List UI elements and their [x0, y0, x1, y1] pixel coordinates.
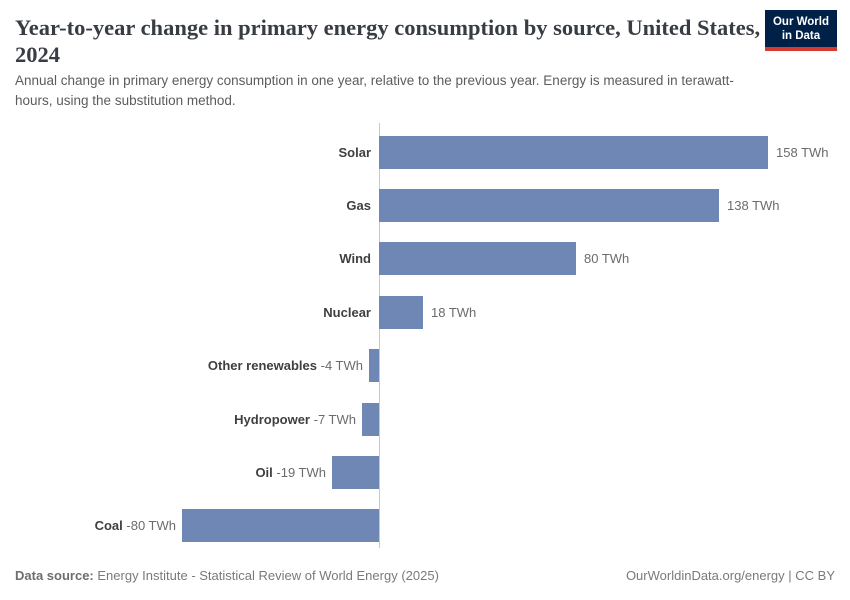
owid-url-link[interactable]: OurWorldinData.org/energy | CC BY: [625, 568, 835, 583]
bar-row: Wind 80 TWh: [0, 242, 850, 276]
bar-gas: [379, 188, 719, 222]
data-source-text: Energy Institute - Statistical Review of…: [97, 568, 439, 583]
category-and-value-label: Hydropower -7 TWh: [234, 403, 356, 436]
chart-subtitle: Annual change in primary energy consumpt…: [15, 73, 734, 108]
category-and-value-label: Oil -19 TWh: [255, 456, 326, 489]
bar-row: Hydropower -7 TWh: [0, 402, 850, 436]
bar-wind: [379, 242, 576, 276]
category-label: Hydropower: [234, 411, 314, 427]
value-label: -7 TWh: [313, 411, 356, 427]
chart-title: Year-to-year change in primary energy co…: [15, 15, 761, 67]
bar-row: Coal -80 TWh: [0, 509, 850, 543]
category-label: Wind: [339, 251, 371, 267]
owid-logo[interactable]: Our World in Data: [764, 10, 837, 51]
bar-row: Other renewables -4 TWh: [0, 349, 850, 383]
bar-row: Gas 138 TWh: [0, 188, 850, 222]
bar-hydropower: [362, 402, 379, 436]
category-label: Gas: [346, 197, 371, 213]
data-source-label: Data source:: [15, 568, 94, 583]
bar-solar: [379, 135, 768, 169]
bar-row: Nuclear 18 TWh: [0, 295, 850, 329]
zero-axis-line: [379, 123, 380, 548]
value-label: -4 TWh: [320, 358, 363, 374]
category-label: Coal: [94, 518, 127, 534]
data-source-note: Data source: Energy Institute - Statisti…: [15, 568, 439, 583]
value-label: -80 TWh: [126, 518, 176, 534]
bar-nuclear: [379, 295, 423, 329]
bar-coal: [182, 509, 379, 543]
value-label: 158 TWh: [776, 144, 829, 160]
category-and-value-label: Other renewables -4 TWh: [208, 349, 363, 382]
value-label: -19 TWh: [276, 464, 326, 480]
value-label: 138 TWh: [727, 197, 780, 213]
category-label: Solar: [338, 144, 371, 160]
owid-logo-line1: Our World: [772, 16, 829, 28]
category-label: Nuclear: [323, 304, 371, 320]
value-label: 80 TWh: [584, 251, 630, 267]
category-label: Other renewables: [207, 358, 321, 374]
bar-oil: [332, 455, 379, 489]
bar-row: Solar 158 TWh: [0, 135, 850, 169]
bar-other-renewables: [369, 349, 379, 383]
category-and-value-label: Coal -80 TWh: [95, 509, 176, 542]
value-label: 18 TWh: [431, 304, 477, 320]
category-label: Oil: [255, 464, 277, 480]
bar-row: Oil -19 TWh: [0, 455, 850, 489]
owid-logo-line2: in Data: [781, 30, 821, 42]
